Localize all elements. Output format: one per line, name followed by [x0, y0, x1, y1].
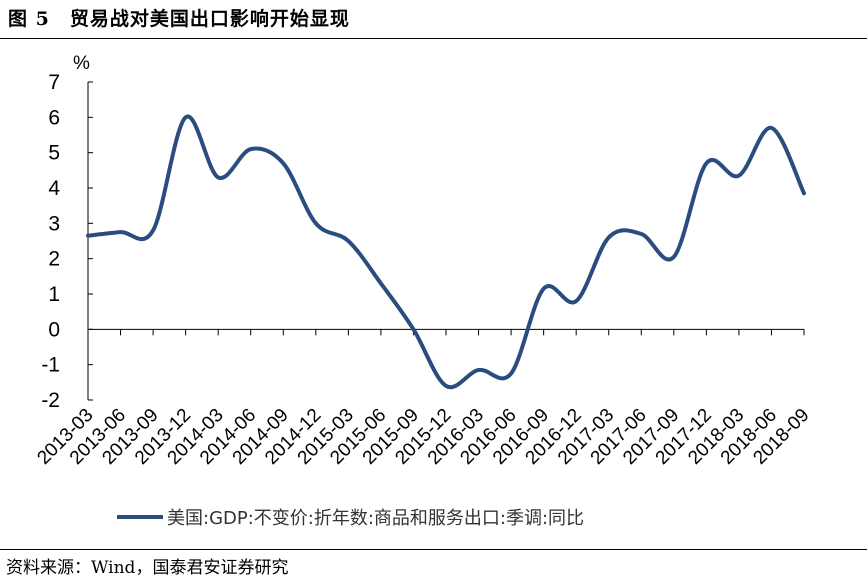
y-tick-label: -2 [41, 389, 60, 412]
legend-label: 美国:GDP:不变价:折年数:商品和服务出口:季调:同比 [167, 508, 584, 529]
series-line [86, 114, 806, 390]
y-tick-label: 4 [48, 177, 60, 200]
series-layer [86, 114, 806, 390]
y-axis: -2 -1 0 1 2 3 4 5 6 7 [41, 71, 93, 412]
y-tick-label: 2 [48, 248, 60, 271]
y-tick-label: 5 [48, 142, 60, 165]
y-tick-label: 0 [48, 318, 60, 341]
source-divider [0, 549, 867, 550]
source-note: 资料来源：Wind，国泰君安证券研究 [6, 558, 289, 578]
y-tick-label: -1 [41, 354, 60, 377]
y-tick-label: 1 [48, 283, 60, 306]
y-axis-unit: % [73, 53, 90, 74]
y-tick-label: 7 [48, 71, 60, 94]
figure-title: 图 5 贸易战对美国出口影响开始显现 [8, 8, 350, 30]
y-tick-label: 3 [48, 212, 60, 235]
title-divider [0, 38, 867, 39]
y-tick-label: 6 [48, 106, 60, 129]
legend: 美国:GDP:不变价:折年数:商品和服务出口:季调:同比 [117, 508, 584, 529]
